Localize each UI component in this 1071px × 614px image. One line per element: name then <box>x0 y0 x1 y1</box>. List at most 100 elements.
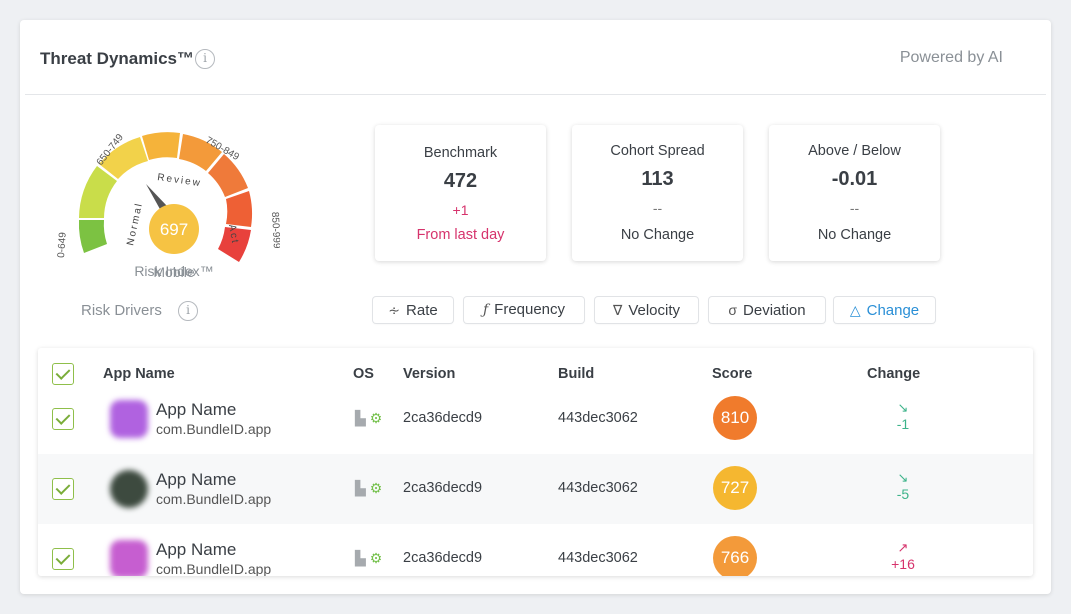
change-value: ↗ +16 <box>878 540 928 572</box>
tab-rate[interactable]: ∻ Rate <box>373 297 453 323</box>
card-title: Threat Dynamics™ <box>40 49 194 68</box>
app-icon <box>110 470 148 508</box>
change-number: -5 <box>896 486 910 502</box>
gauge-label-line1: Mobile <box>153 264 194 278</box>
os-icons: ▙ ⚙ <box>355 550 382 567</box>
android-robot-icon: ⚙ <box>369 480 383 496</box>
benchmark-title: Benchmark <box>423 145 498 161</box>
os-icons: ▙ ⚙ <box>355 480 382 497</box>
above-below-title: Above / Below <box>808 143 901 159</box>
apps-table: App Name OS Version Build Score Change A… <box>38 348 1033 576</box>
gauge-segment-yellow <box>99 137 148 179</box>
app-icon <box>110 400 148 438</box>
gauge-segment-orange <box>179 134 222 171</box>
cohort-spread-title: Cohort Spread <box>610 143 705 159</box>
benchmark-value: 472 <box>443 170 478 192</box>
info-icon[interactable]: i <box>195 49 215 69</box>
above-below-value: -0.01 <box>831 168 878 190</box>
cohort-spread-note: No Change <box>620 227 695 243</box>
gauge-zone-act: Act <box>226 224 240 246</box>
frequency-icon: ƒ <box>482 302 489 318</box>
gauge-segment-orange-dark <box>208 154 248 197</box>
gauge-range-3: 850-999 <box>269 212 280 250</box>
gauge-segment-red <box>218 227 251 262</box>
version: 2ca36decd9 <box>403 480 483 496</box>
above-below-delta: -- <box>849 200 860 216</box>
android-icon: ▙ <box>355 550 366 566</box>
col-score[interactable]: Score <box>712 366 753 382</box>
col-os[interactable]: OS <box>353 366 374 382</box>
velocity-icon: ∇ <box>612 302 623 318</box>
tab-change-label: Change <box>866 302 920 319</box>
tab-deviation[interactable]: σ Deviation <box>709 297 825 323</box>
score-badge: 810 <box>713 396 757 440</box>
gauge-range-0: 0-649 <box>56 231 69 258</box>
header-divider <box>25 94 1046 95</box>
trend-down-icon: ↘ <box>897 470 909 485</box>
above-below-card: Above / Below -0.01 -- No Change <box>769 125 940 261</box>
gauge-zone-normal: Normal <box>125 201 145 247</box>
change-value: ↘ -1 <box>878 400 928 432</box>
gauge-segment-yellow-green <box>79 166 117 218</box>
row-checkbox[interactable] <box>52 548 74 570</box>
bundle-id: com.BundleID.app <box>156 491 272 507</box>
app-name[interactable]: App Name <box>156 470 237 489</box>
benchmark-delta: +1 <box>452 202 469 218</box>
tab-change[interactable]: △ Change <box>834 297 935 323</box>
change-number: -1 <box>896 416 910 432</box>
gauge-label-line2: Risk Index™ <box>134 263 214 279</box>
benchmark-note: From last day <box>416 227 505 243</box>
tab-deviation-label: Deviation <box>743 302 806 319</box>
bundle-id: com.BundleID.app <box>156 561 272 576</box>
gauge-segment-green <box>78 220 107 253</box>
table-row[interactable]: App Name com.BundleID.app ▙ ⚙ 2ca36decd9 … <box>38 524 1033 576</box>
score-badge: 766 <box>713 536 757 576</box>
col-version[interactable]: Version <box>403 366 456 382</box>
col-change[interactable]: Change <box>867 366 921 382</box>
rate-icon: ∻ <box>388 302 401 318</box>
version: 2ca36decd9 <box>403 410 483 426</box>
build: 443dec3062 <box>558 480 638 496</box>
tab-frequency-label: Frequency <box>494 301 566 318</box>
risk-drivers-info-icon[interactable]: i <box>178 301 198 321</box>
change-value: ↘ -5 <box>878 470 928 502</box>
bundle-id: com.BundleID.app <box>156 421 272 437</box>
change-icon: △ <box>849 302 861 318</box>
android-robot-icon: ⚙ <box>369 550 383 566</box>
deviation-icon: σ <box>728 302 738 318</box>
tab-velocity[interactable]: ∇ Velocity <box>595 297 698 323</box>
build: 443dec3062 <box>558 550 638 566</box>
android-robot-icon: ⚙ <box>369 410 383 426</box>
cohort-spread-value: 113 <box>641 168 674 190</box>
app-name[interactable]: App Name <box>156 540 237 559</box>
gauge-zone-review: Review <box>157 172 203 189</box>
table-row[interactable]: App Name com.BundleID.app ▙ ⚙ 2ca36decd9 … <box>38 384 1033 454</box>
col-app-name[interactable]: App Name <box>103 366 175 382</box>
threat-dynamics-card: Threat Dynamics™ i Powered by AI 697 Mob… <box>20 20 1051 594</box>
trend-down-icon: ↘ <box>897 400 909 415</box>
gauge-needle <box>146 184 167 211</box>
gauge-value: 697 <box>160 220 188 239</box>
above-below-note: No Change <box>817 227 892 243</box>
cohort-spread-delta: -- <box>652 200 663 216</box>
gauge-segment-orange-light <box>142 132 180 160</box>
tab-frequency[interactable]: ƒ Frequency <box>464 297 584 323</box>
select-all-checkbox[interactable] <box>52 363 74 385</box>
android-icon: ▙ <box>355 410 366 426</box>
col-build[interactable]: Build <box>558 366 595 382</box>
risk-gauge: 697 Mobile Normal Review Act 0-649 650-7… <box>56 132 280 278</box>
android-icon: ▙ <box>355 480 366 496</box>
cohort-spread-card: Cohort Spread 113 -- No Change <box>572 125 743 261</box>
card-header: Threat Dynamics™ i Powered by AI <box>20 20 1051 94</box>
row-checkbox[interactable] <box>52 408 74 430</box>
gauge-segment-orange-red <box>226 191 253 227</box>
row-checkbox[interactable] <box>52 478 74 500</box>
os-icons: ▙ ⚙ <box>355 410 382 427</box>
risk-drivers-label: Risk Drivers <box>81 302 162 319</box>
gauge-center <box>149 204 199 254</box>
table-row[interactable]: App Name com.BundleID.app ▙ ⚙ 2ca36decd9 … <box>38 454 1033 524</box>
powered-by-label: Powered by AI <box>899 49 1003 66</box>
tab-rate-label: Rate <box>406 302 438 319</box>
app-name[interactable]: App Name <box>156 400 237 419</box>
benchmark-card: Benchmark 472 +1 From last day <box>375 125 546 261</box>
